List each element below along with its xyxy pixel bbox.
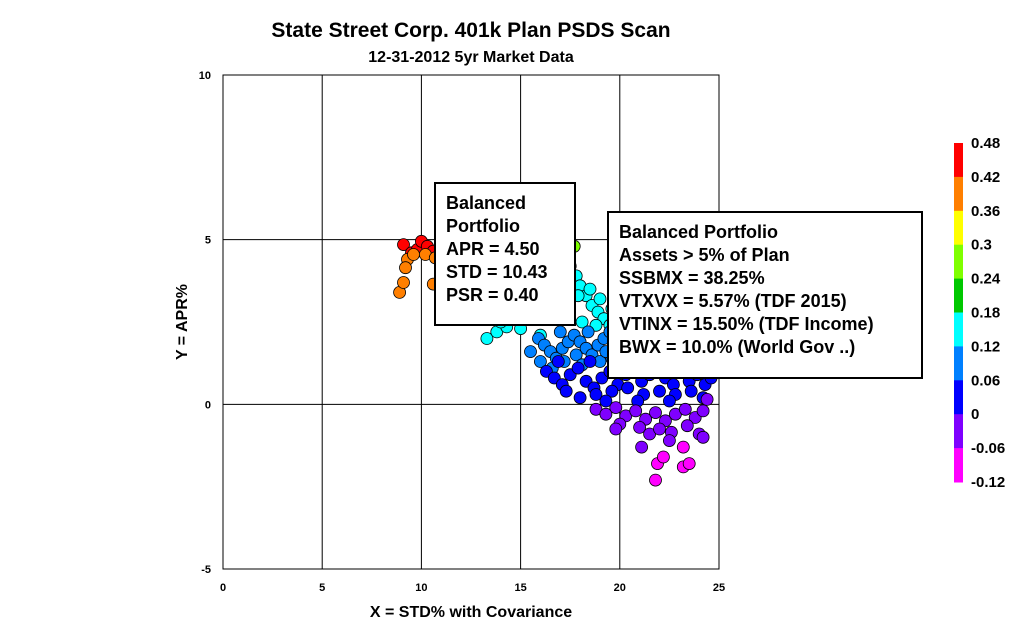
y-tick-label: -5 bbox=[201, 564, 211, 576]
x-tick-label: 15 bbox=[514, 582, 526, 594]
data-point bbox=[676, 440, 690, 454]
data-point bbox=[407, 248, 420, 261]
data-point bbox=[553, 325, 567, 339]
annotation-line: VTINX = 15.50% (TDF Income) bbox=[619, 314, 874, 334]
annotation-line: APR = 4.50 bbox=[446, 239, 540, 259]
x-axis-label: X = STD% with Covariance bbox=[370, 604, 572, 621]
annotation-line: STD = 10.43 bbox=[446, 262, 548, 282]
y-tick-label: 10 bbox=[199, 70, 211, 82]
x-tick-label: 20 bbox=[614, 582, 626, 594]
colorbar-label: 0.12 bbox=[971, 338, 1000, 355]
data-point bbox=[700, 392, 714, 406]
x-tick-label: 5 bbox=[319, 582, 325, 594]
annotation-line: VTXVX = 5.57% (TDF 2015) bbox=[619, 291, 847, 311]
colorbar-band bbox=[954, 278, 963, 313]
data-point bbox=[621, 381, 635, 395]
data-point bbox=[583, 282, 597, 296]
data-point bbox=[583, 355, 597, 368]
data-point bbox=[397, 276, 410, 289]
data-point bbox=[569, 348, 583, 362]
colorbar-band bbox=[954, 176, 963, 212]
colorbar-label: 0.42 bbox=[971, 169, 1000, 186]
colorbar-band bbox=[954, 244, 963, 280]
data-point bbox=[684, 384, 698, 398]
data-point bbox=[524, 345, 537, 359]
x-tick-label: 0 bbox=[220, 582, 226, 594]
colorbar-label: -0.12 bbox=[971, 474, 1005, 491]
data-point bbox=[653, 384, 666, 398]
x-tick-label: 25 bbox=[713, 582, 725, 594]
colorbar-label: 0.06 bbox=[971, 372, 1000, 389]
colorbar-label: 0.18 bbox=[971, 305, 1000, 322]
annotation-line: Balanced bbox=[446, 193, 527, 213]
data-point bbox=[663, 434, 676, 448]
chart-title: State Street Corp. 401k Plan PSDS Scan bbox=[271, 19, 670, 42]
data-point bbox=[633, 420, 646, 434]
data-point bbox=[649, 473, 662, 487]
colorbar-label: 0.48 bbox=[971, 135, 1000, 152]
colorbar-label: 0 bbox=[971, 406, 979, 423]
annotation-line: BWX = 10.0% (World Gov ..) bbox=[619, 337, 856, 357]
data-point bbox=[678, 402, 692, 416]
data-point bbox=[696, 430, 710, 444]
x-tick-label: 10 bbox=[415, 582, 427, 594]
data-point bbox=[609, 422, 623, 436]
chart-subtitle: 12-31-2012 5yr Market Data bbox=[368, 49, 574, 66]
data-point bbox=[480, 332, 494, 345]
annotation-line: PSR = 0.40 bbox=[446, 285, 539, 305]
data-point bbox=[593, 292, 607, 306]
colorbar-band bbox=[954, 312, 963, 347]
data-point bbox=[559, 384, 573, 398]
data-point bbox=[663, 394, 676, 408]
colorbar-label: 0.36 bbox=[971, 203, 1000, 220]
colorbar-band bbox=[954, 143, 963, 178]
y-axis-label: Y = APR% bbox=[174, 284, 191, 360]
colorbar-band bbox=[954, 346, 963, 381]
data-point bbox=[397, 238, 410, 252]
colorbar-label: -0.06 bbox=[971, 440, 1005, 457]
data-point bbox=[696, 404, 710, 418]
annotation-box-holdings: Balanced Portfolio Assets > 5% of Plan S… bbox=[607, 211, 923, 379]
data-point bbox=[682, 457, 696, 471]
data-point bbox=[653, 422, 666, 436]
data-point bbox=[581, 325, 595, 339]
annotation-line: Assets > 5% of Plan bbox=[619, 245, 790, 265]
y-tick-label: 0 bbox=[205, 399, 211, 411]
data-point bbox=[589, 388, 603, 401]
annotation-line: Balanced Portfolio bbox=[619, 222, 779, 242]
colorbar-label: 0.24 bbox=[971, 271, 1001, 288]
y-tick-label: 5 bbox=[205, 235, 211, 247]
data-point bbox=[599, 394, 613, 408]
data-point bbox=[571, 361, 585, 375]
data-point bbox=[680, 419, 694, 433]
annotation-line: Portfolio bbox=[446, 216, 520, 236]
data-point bbox=[649, 406, 662, 420]
data-point bbox=[534, 355, 547, 368]
colorbar-label: 0.3 bbox=[971, 237, 992, 254]
data-point bbox=[575, 315, 589, 329]
colorbar-band bbox=[954, 448, 963, 483]
data-point bbox=[635, 440, 648, 454]
data-point bbox=[599, 407, 613, 421]
colorbar-band bbox=[954, 380, 963, 415]
annotation-box-summary: Balanced Portfolio APR = 4.50 STD = 10.4… bbox=[434, 182, 576, 326]
tick-labels: 0 5 10 15 20 25 10 5 0 -5 bbox=[199, 70, 725, 594]
data-point bbox=[657, 450, 670, 464]
data-point bbox=[573, 391, 587, 405]
data-point bbox=[551, 355, 565, 368]
colorbar-band bbox=[954, 414, 963, 449]
colorbar-band bbox=[954, 210, 963, 246]
data-point bbox=[399, 261, 412, 275]
data-point bbox=[629, 404, 643, 418]
annotation-line: SSBMX = 38.25% bbox=[619, 268, 765, 288]
data-point bbox=[609, 401, 623, 415]
colorbar: 0.48 0.42 0.36 0.3 0.24 0.18 0.12 0.06 0 -0.06 -0.… bbox=[954, 135, 1005, 491]
data-point bbox=[605, 384, 619, 398]
